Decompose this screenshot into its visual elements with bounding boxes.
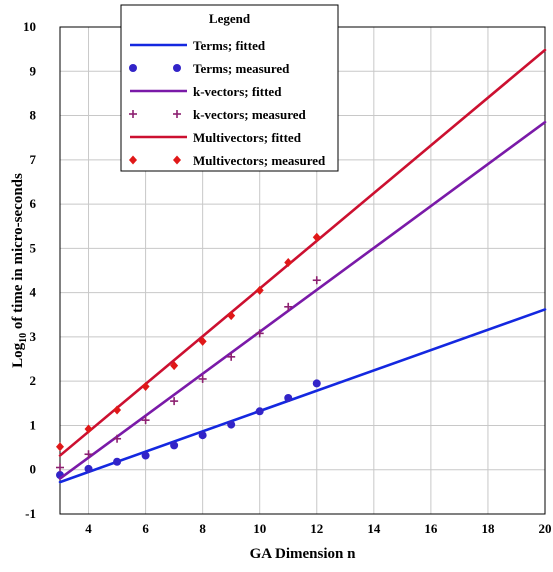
x-tick-label: 10 bbox=[253, 521, 266, 536]
series-k-vectors-measured bbox=[56, 276, 321, 472]
legend-label: k-vectors; measured bbox=[193, 107, 307, 122]
legend-label: k-vectors; fitted bbox=[193, 84, 282, 99]
data-point bbox=[198, 374, 207, 383]
legend-marker-swatch bbox=[129, 110, 137, 118]
y-tick-label: 8 bbox=[30, 108, 37, 123]
data-point bbox=[141, 381, 150, 391]
data-point bbox=[227, 311, 236, 321]
series-terms-measured bbox=[56, 379, 321, 480]
y-tick-label: 7 bbox=[30, 152, 37, 167]
legend-marker-swatch bbox=[173, 110, 181, 118]
legend: Legend Terms; fitted Terms; measured k-vec… bbox=[120, 4, 339, 172]
x-tick-label: 18 bbox=[481, 521, 495, 536]
legend-item-terms-measured: Terms; measured bbox=[129, 61, 290, 76]
series-multivectors-measured bbox=[56, 232, 321, 452]
data-point bbox=[227, 352, 236, 361]
legend-marker-swatch bbox=[173, 64, 181, 72]
legend-marker-swatch bbox=[173, 155, 181, 165]
y-axis-title-prefix: Log bbox=[10, 342, 26, 368]
x-tick-label: 12 bbox=[310, 521, 323, 536]
series bbox=[56, 48, 547, 484]
data-point bbox=[113, 405, 122, 415]
data-point bbox=[170, 397, 179, 406]
legend-item-terms-fitted: Terms; fitted bbox=[130, 38, 266, 53]
fit-line-terms-fitted bbox=[58, 308, 547, 484]
y-tick-label: 2 bbox=[30, 373, 37, 388]
y-tick-label: 10 bbox=[23, 19, 36, 34]
legend-item-k-vectors-measured: k-vectors; measured bbox=[129, 107, 307, 122]
series-terms-fitted bbox=[58, 308, 547, 484]
x-tick-label: 8 bbox=[199, 521, 206, 536]
legend-label: Terms; fitted bbox=[193, 38, 266, 53]
data-point bbox=[141, 451, 150, 460]
data-point bbox=[84, 424, 93, 434]
data-point bbox=[56, 463, 64, 472]
y-tick-label: 0 bbox=[30, 462, 37, 477]
legend-box bbox=[120, 4, 339, 172]
series-k-vectors-fitted bbox=[58, 120, 547, 480]
y-tick-label: 6 bbox=[30, 196, 37, 211]
data-point bbox=[284, 258, 293, 268]
data-point bbox=[84, 450, 93, 459]
data-point bbox=[312, 276, 321, 285]
x-tick-label: 14 bbox=[367, 521, 381, 536]
y-tick-label: 1 bbox=[30, 417, 37, 432]
x-axis-title: GA Dimension n bbox=[250, 546, 357, 562]
legend-title: Legend bbox=[209, 11, 251, 26]
x-tick-label: 16 bbox=[424, 521, 438, 536]
legend-item-multivectors-measured: Multivectors; measured bbox=[129, 153, 326, 168]
data-point bbox=[56, 442, 64, 452]
data-point bbox=[198, 336, 207, 346]
data-point bbox=[227, 420, 236, 429]
legend-marker-swatch bbox=[129, 64, 137, 72]
legend-marker-swatch bbox=[129, 155, 137, 165]
fit-line-k-vectors-fitted bbox=[58, 120, 547, 480]
data-point bbox=[284, 302, 293, 311]
x-tick-label: 6 bbox=[142, 521, 149, 536]
legend-items: Terms; fitted Terms; measured k-vectors; f… bbox=[129, 38, 326, 168]
data-point bbox=[170, 441, 179, 450]
legend-label: Multivectors; measured bbox=[193, 153, 326, 168]
data-point bbox=[255, 407, 264, 416]
data-point bbox=[113, 457, 122, 466]
data-point bbox=[141, 416, 150, 425]
y-tick-label: 3 bbox=[30, 329, 37, 344]
y-axis-title-suffix: of time in micro-seconds bbox=[10, 173, 26, 333]
data-point bbox=[113, 434, 122, 443]
y-axis-title-subscript: 10 bbox=[18, 333, 29, 343]
y-tick-label: 4 bbox=[30, 285, 37, 300]
data-point bbox=[84, 464, 93, 473]
legend-label: Terms; measured bbox=[193, 61, 290, 76]
data-point bbox=[312, 232, 321, 242]
y-tick-label: -1 bbox=[25, 506, 36, 521]
data-point bbox=[255, 285, 264, 295]
data-point bbox=[170, 361, 179, 371]
y-axis-title: Log10 of time in micro-seconds bbox=[10, 173, 29, 368]
y-tick-label: 5 bbox=[30, 240, 37, 255]
x-tick-label: 4 bbox=[85, 521, 92, 536]
x-tick-label: 20 bbox=[539, 521, 552, 536]
data-point bbox=[198, 431, 207, 440]
series-multivectors-fitted bbox=[58, 48, 547, 457]
legend-item-multivectors-fitted: Multivectors; fitted bbox=[130, 130, 302, 145]
y-tick-label: 9 bbox=[30, 63, 37, 78]
legend-item-k-vectors-fitted: k-vectors; fitted bbox=[130, 84, 282, 99]
data-point bbox=[284, 394, 293, 403]
legend-label: Multivectors; fitted bbox=[193, 130, 302, 145]
data-point bbox=[255, 329, 264, 338]
data-point bbox=[312, 379, 321, 388]
fit-line-multivectors-fitted bbox=[58, 48, 547, 457]
